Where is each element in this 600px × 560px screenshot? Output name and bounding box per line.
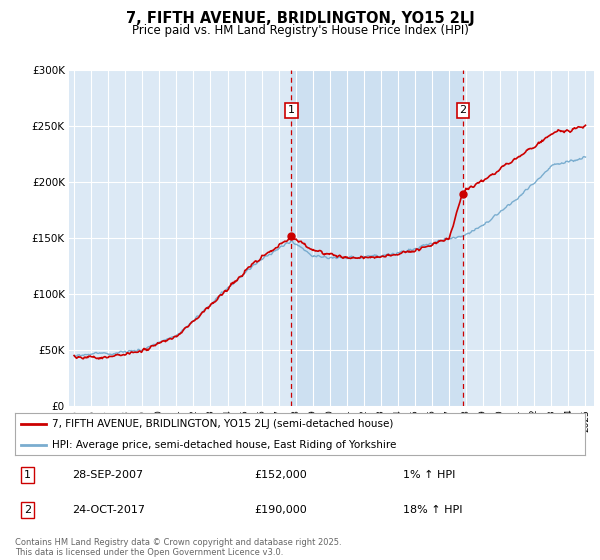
Text: 7, FIFTH AVENUE, BRIDLINGTON, YO15 2LJ (semi-detached house): 7, FIFTH AVENUE, BRIDLINGTON, YO15 2LJ (… [52, 419, 394, 430]
Text: 24-OCT-2017: 24-OCT-2017 [72, 505, 145, 515]
Text: 2: 2 [460, 105, 467, 115]
Text: Contains HM Land Registry data © Crown copyright and database right 2025.
This d: Contains HM Land Registry data © Crown c… [15, 538, 341, 557]
Text: HPI: Average price, semi-detached house, East Riding of Yorkshire: HPI: Average price, semi-detached house,… [52, 441, 397, 450]
Text: 1: 1 [24, 470, 31, 480]
Text: £152,000: £152,000 [254, 470, 307, 480]
Text: £190,000: £190,000 [254, 505, 307, 515]
Bar [292, 70, 463, 406]
Text: Price paid vs. HM Land Registry's House Price Index (HPI): Price paid vs. HM Land Registry's House … [131, 24, 469, 36]
Text: 18% ↑ HPI: 18% ↑ HPI [403, 505, 462, 515]
Text: 28-SEP-2007: 28-SEP-2007 [72, 470, 143, 480]
Text: 2: 2 [24, 505, 31, 515]
Text: 1: 1 [288, 105, 295, 115]
Text: 1% ↑ HPI: 1% ↑ HPI [403, 470, 455, 480]
Text: 7, FIFTH AVENUE, BRIDLINGTON, YO15 2LJ: 7, FIFTH AVENUE, BRIDLINGTON, YO15 2LJ [125, 11, 475, 26]
